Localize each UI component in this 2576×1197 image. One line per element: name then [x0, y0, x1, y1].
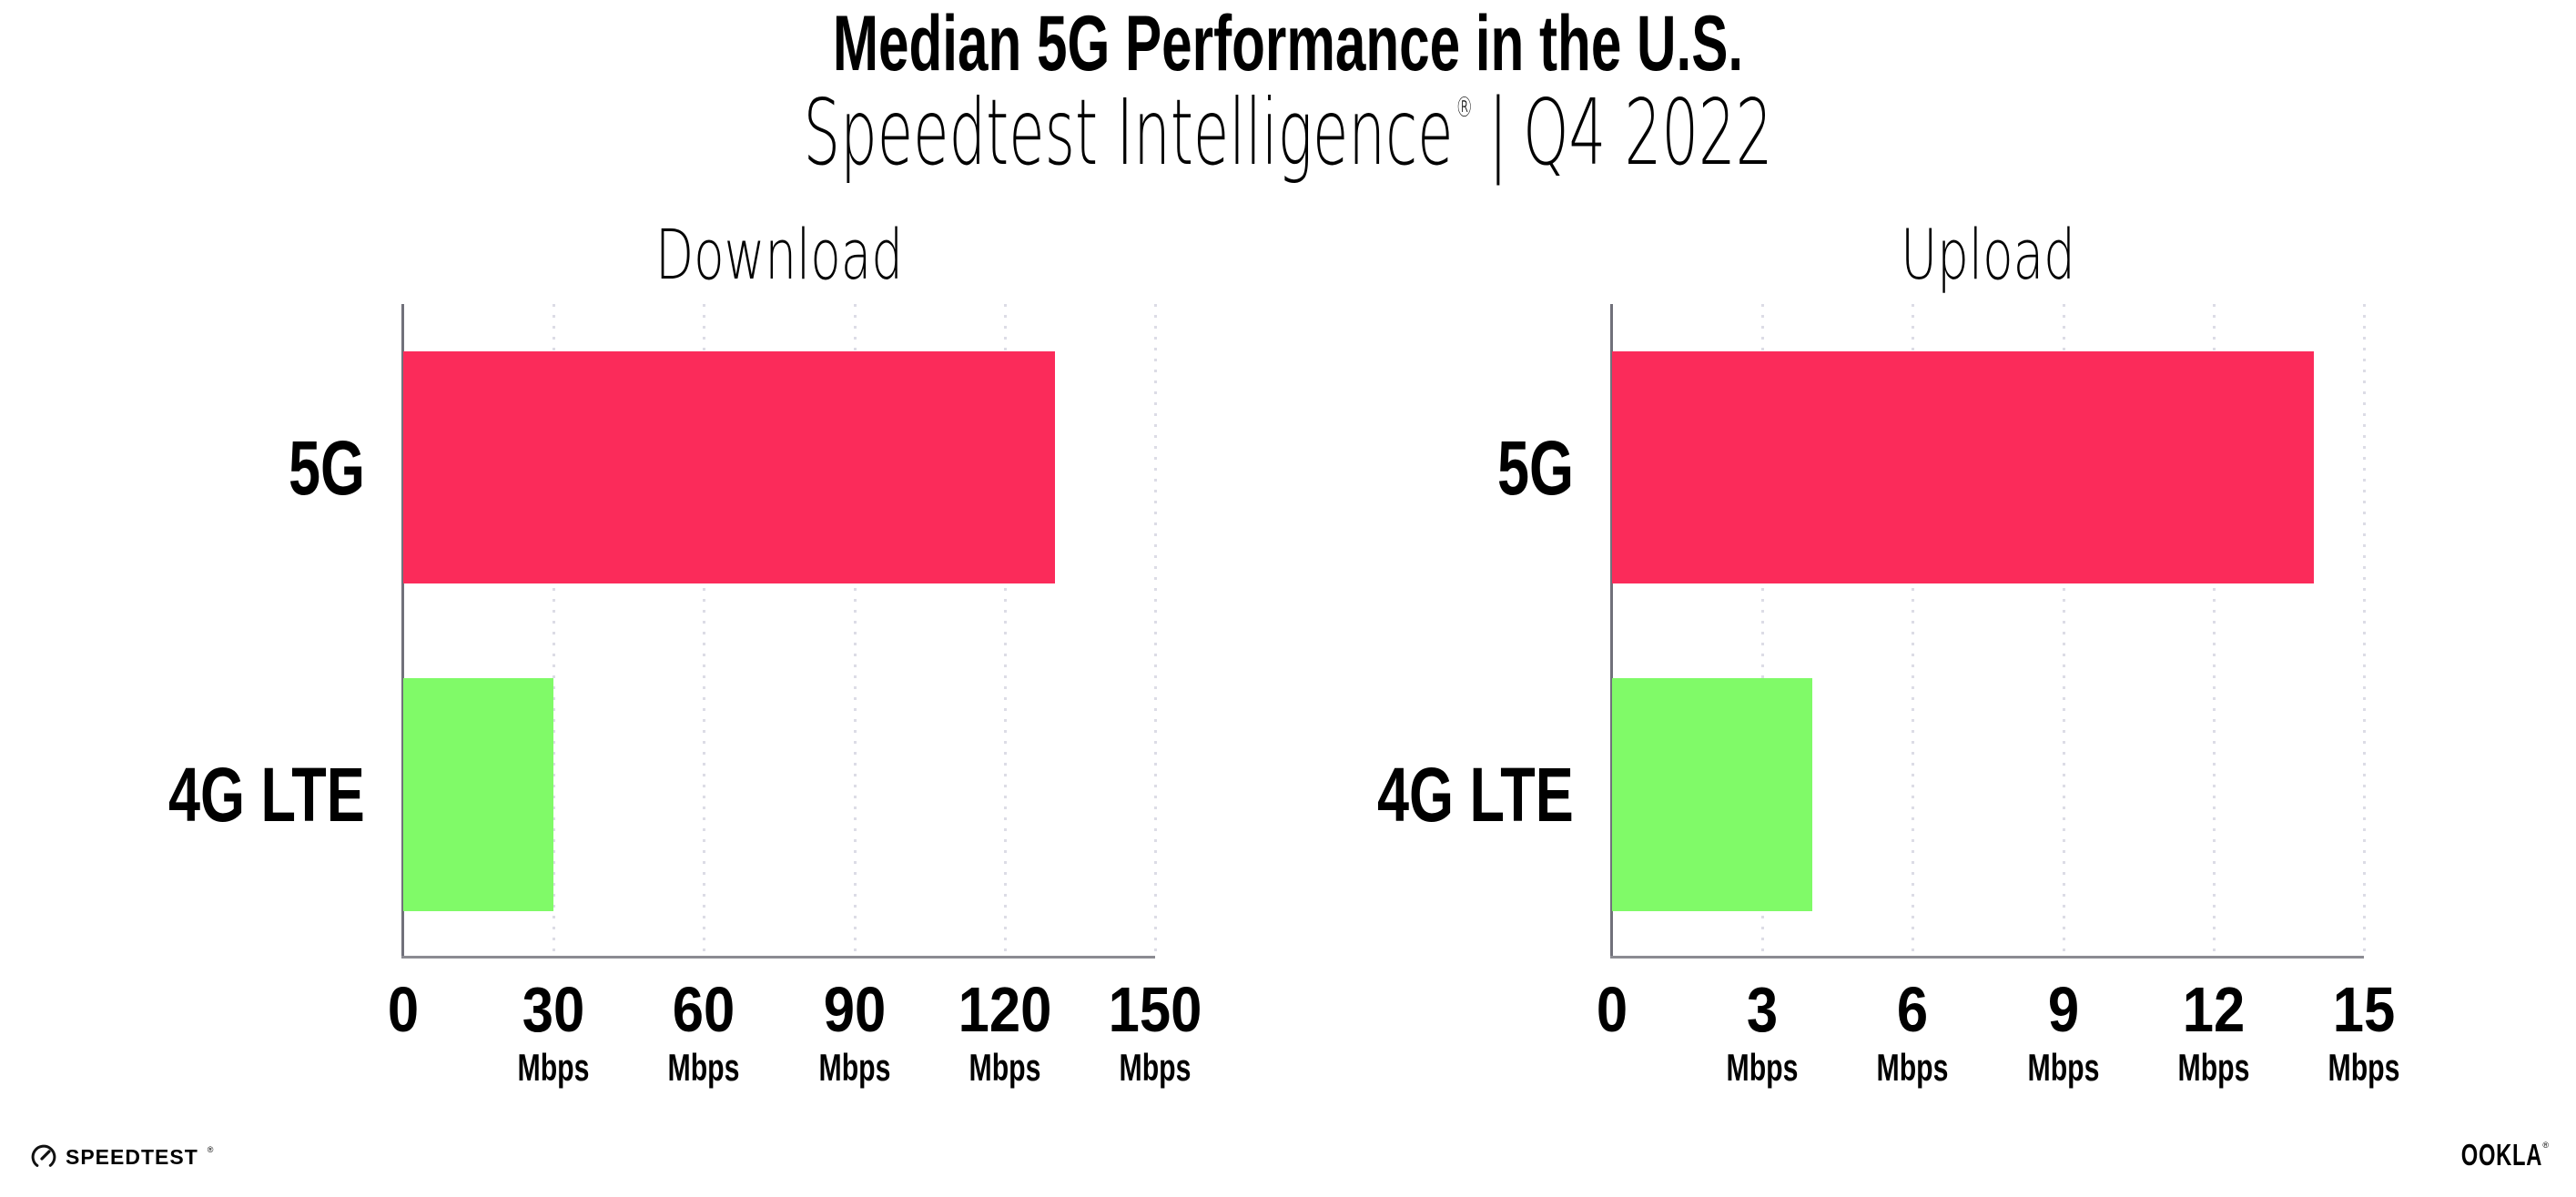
- download-plot-area: [401, 304, 1157, 959]
- x-tick-30: 30 Mbps: [444, 978, 663, 1087]
- x-tick-unit: Mbps: [1119, 1046, 1192, 1089]
- speedtest-registered-mark: ®: [207, 1145, 214, 1154]
- x-tick-unit: Mbps: [517, 1046, 590, 1089]
- category-label-5g: 5G: [288, 424, 365, 511]
- speedtest-logo: SPEEDTEST ®: [30, 1143, 213, 1171]
- x-tick-value: 9: [2047, 974, 2079, 1045]
- page-subtitle: Speedtest Intelligence® | Q4 2022: [463, 87, 2112, 178]
- bar-5g: [1612, 351, 2314, 583]
- ookla-logo: OOKLA ®: [2429, 1140, 2549, 1170]
- ookla-wordmark: OOKLA: [2460, 1138, 2543, 1172]
- x-tick-value: 90: [823, 974, 886, 1045]
- x-tick-unit: Mbps: [2177, 1046, 2250, 1089]
- download-chart: Download 5G 4G LTE 0 30 Mbps 60 Mbps 90 Mbps 120 M…: [168, 220, 1202, 1087]
- gridline-150: [1154, 304, 1157, 956]
- gridline-60: [703, 304, 706, 956]
- x-tick-value: 0: [387, 974, 420, 1045]
- upload-chart: Upload 5G 4G LTE 0 3 Mbps 6 Mbps 9 Mbps 12 Mbps 15 M…: [1377, 220, 2399, 1087]
- upload-chart-title: Upload: [1901, 214, 2075, 295]
- x-tick-value: 15: [2332, 974, 2396, 1045]
- gridline-12: [2212, 304, 2216, 956]
- bar-4g-lte: [403, 678, 554, 911]
- gridline-3: [1761, 304, 1765, 956]
- download-x-axis-line: [401, 956, 1155, 959]
- x-tick-12: 12 Mbps: [2104, 978, 2323, 1087]
- x-tick-90: 90 Mbps: [745, 978, 964, 1087]
- category-label-4g-lte: 4G LTE: [168, 752, 365, 837]
- x-tick-unit: Mbps: [2328, 1046, 2400, 1089]
- x-tick-unit: Mbps: [818, 1046, 891, 1089]
- page-title: Median 5G Performance in the U.S.: [832, 0, 1744, 87]
- x-tick-3: 3 Mbps: [1653, 978, 1871, 1087]
- ookla-registered-mark: ®: [2542, 1141, 2549, 1150]
- category-label-5g: 5G: [1496, 424, 1574, 511]
- subtitle-brand: Speedtest Intelligence: [803, 79, 1454, 186]
- gridline-30: [553, 304, 556, 956]
- gridline-15: [2363, 304, 2366, 956]
- x-tick-120: 120 Mbps: [896, 978, 1114, 1087]
- download-y-axis-line: [401, 304, 404, 959]
- gridline-90: [853, 304, 857, 956]
- x-tick-unit: Mbps: [969, 1046, 1041, 1089]
- download-chart-title: Download: [654, 214, 904, 295]
- x-tick-value: 6: [1897, 974, 1929, 1045]
- x-tick-0: 0: [1503, 978, 1721, 1041]
- x-tick-15: 15 Mbps: [2255, 978, 2473, 1087]
- bar-5g: [403, 351, 1055, 583]
- subtitle-separator: |: [1487, 79, 1508, 186]
- x-tick-unit: Mbps: [2027, 1046, 2100, 1089]
- x-tick-value: 12: [2182, 974, 2246, 1045]
- x-tick-value: 150: [1108, 974, 1202, 1045]
- upload-plot-area: [1610, 304, 2366, 959]
- x-tick-value: 30: [522, 974, 585, 1045]
- category-label-4g-lte: 4G LTE: [1377, 752, 1574, 837]
- x-tick-value: 60: [673, 974, 735, 1045]
- x-tick-value: 120: [958, 974, 1052, 1045]
- x-tick-150: 150 Mbps: [1046, 978, 1264, 1087]
- gridline-9: [2062, 304, 2065, 956]
- subtitle-period: Q4 2022: [1523, 79, 1773, 186]
- gridline-120: [1003, 304, 1007, 956]
- gridline-6: [1912, 304, 1915, 956]
- x-tick-9: 9 Mbps: [1954, 978, 2173, 1087]
- x-tick-unit: Mbps: [667, 1046, 740, 1089]
- x-tick-60: 60 Mbps: [594, 978, 813, 1087]
- x-tick-value: 0: [1596, 974, 1628, 1045]
- speedtest-wordmark: SPEEDTEST: [66, 1144, 198, 1169]
- x-tick-unit: Mbps: [1726, 1046, 1799, 1089]
- registered-trademark-icon: ®: [1455, 92, 1474, 124]
- x-tick-6: 6 Mbps: [1803, 978, 2022, 1087]
- upload-x-axis-line: [1610, 956, 2364, 959]
- x-tick-0: 0: [294, 978, 512, 1041]
- speedtest-gauge-icon: [31, 1144, 56, 1170]
- x-tick-value: 3: [1747, 974, 1779, 1045]
- bar-4g-lte: [1612, 678, 1813, 911]
- x-tick-unit: Mbps: [1876, 1046, 1949, 1089]
- upload-y-axis-line: [1610, 304, 1613, 959]
